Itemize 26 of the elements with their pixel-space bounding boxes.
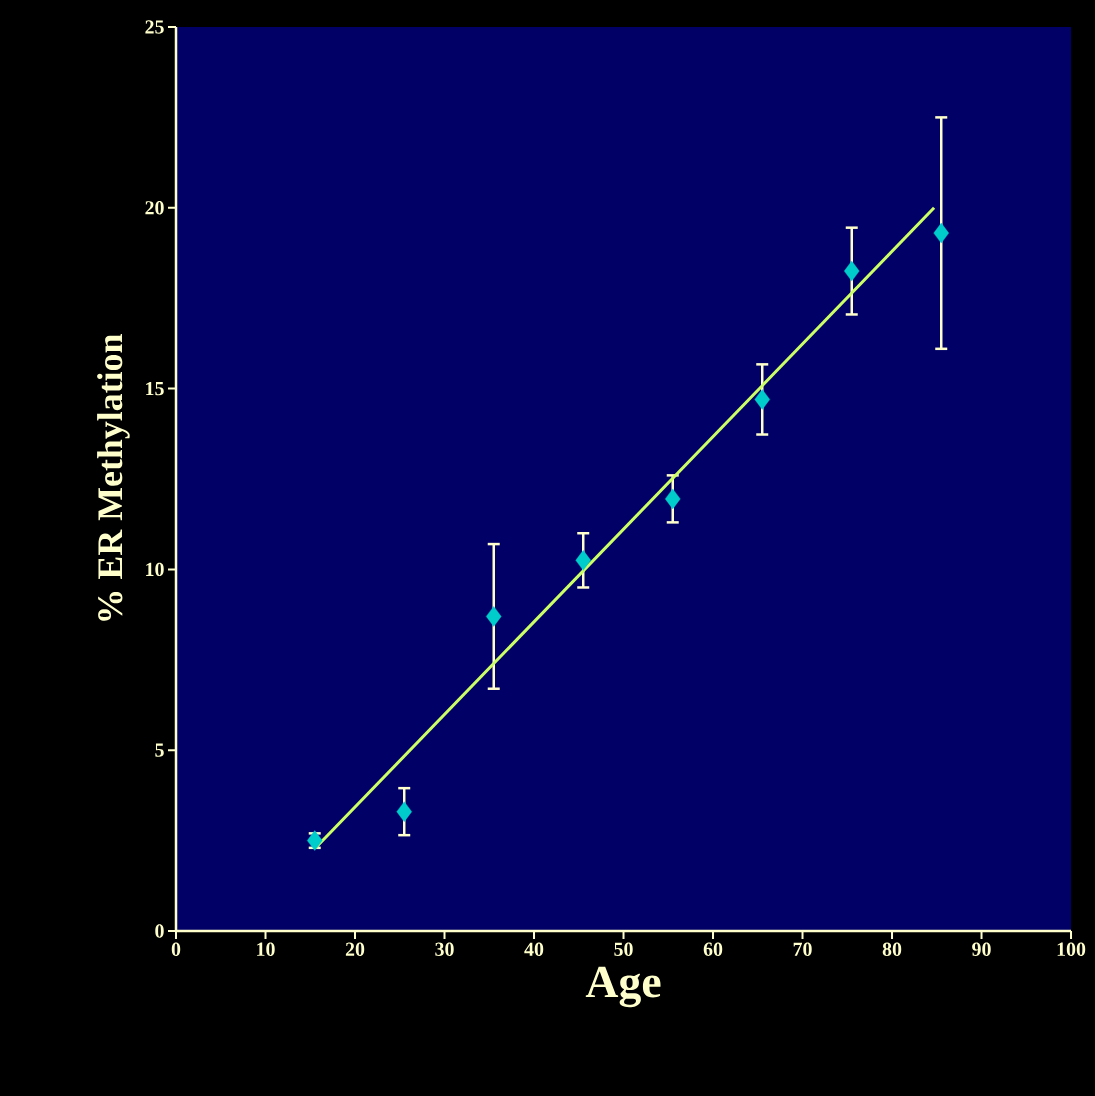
x-tick-label: 70 <box>793 942 812 956</box>
x-tick-label: 90 <box>972 942 991 956</box>
x-axis-title: Age <box>585 966 661 1008</box>
point <box>396 801 412 822</box>
point <box>933 222 949 244</box>
y-tick-label: 5 <box>155 743 164 757</box>
x-tick-label: 0 <box>171 942 181 956</box>
y-tick-label: 15 <box>146 381 164 396</box>
x-tick-label: 60 <box>703 942 723 956</box>
x-tick-label: 50 <box>614 942 633 956</box>
y-tick-label: 0 <box>155 924 164 938</box>
y-tick-label: 25 <box>145 20 164 34</box>
point <box>844 260 860 282</box>
x-tick-label: 80 <box>882 942 902 956</box>
point <box>486 606 502 627</box>
x-tick-label: 20 <box>345 942 365 956</box>
point <box>665 488 681 510</box>
point <box>575 550 591 571</box>
x-tick-label: 40 <box>524 942 544 956</box>
point <box>754 389 770 410</box>
x-tick-label: 10 <box>257 942 275 956</box>
y-tick-label: 20 <box>145 201 164 215</box>
y-tick-label: 10 <box>146 562 164 577</box>
x-tick-label: 30 <box>435 942 454 956</box>
y-axis-title: % ER Methylation <box>97 334 130 621</box>
x-tick-label: 100 <box>1057 942 1086 956</box>
